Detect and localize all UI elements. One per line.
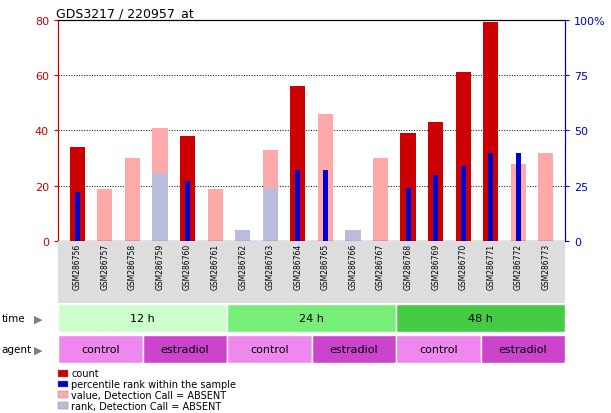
Bar <box>290 87 306 242</box>
Text: GDS3217 / 220957_at: GDS3217 / 220957_at <box>56 7 193 19</box>
Text: GSM286762: GSM286762 <box>238 243 247 290</box>
Bar <box>488 153 493 242</box>
Bar <box>373 159 388 242</box>
Text: GSM286773: GSM286773 <box>541 243 551 290</box>
Text: GSM286772: GSM286772 <box>514 243 523 290</box>
Text: GSM286766: GSM286766 <box>348 243 357 290</box>
Bar <box>185 182 190 242</box>
Text: rank, Detection Call = ABSENT: rank, Detection Call = ABSENT <box>71 401 222 411</box>
Text: GSM286770: GSM286770 <box>459 243 467 290</box>
Bar <box>516 153 521 242</box>
Text: estradiol: estradiol <box>329 344 378 354</box>
Text: ▶: ▶ <box>34 344 42 354</box>
Text: GSM286763: GSM286763 <box>266 243 275 290</box>
Text: GSM286757: GSM286757 <box>100 243 109 290</box>
Text: 12 h: 12 h <box>130 313 155 323</box>
Bar <box>323 171 328 242</box>
Text: control: control <box>419 344 458 354</box>
Text: GSM286764: GSM286764 <box>293 243 302 290</box>
Bar <box>406 189 411 242</box>
Text: GSM286759: GSM286759 <box>156 243 164 290</box>
Bar <box>396 304 565 332</box>
Bar <box>511 164 526 242</box>
Bar <box>396 335 481 363</box>
Bar <box>125 159 140 242</box>
Bar <box>433 175 438 242</box>
Bar <box>97 189 112 242</box>
Bar <box>152 128 167 242</box>
Bar <box>345 230 360 242</box>
Text: estradiol: estradiol <box>161 344 209 354</box>
Bar <box>180 137 195 242</box>
Text: control: control <box>250 344 288 354</box>
Text: value, Detection Call = ABSENT: value, Detection Call = ABSENT <box>71 390 227 400</box>
Bar <box>481 335 565 363</box>
Bar <box>208 189 223 242</box>
Bar <box>428 123 443 242</box>
Text: GSM286756: GSM286756 <box>73 243 82 290</box>
Text: percentile rank within the sample: percentile rank within the sample <box>71 379 236 389</box>
Bar <box>58 304 227 332</box>
Text: GSM286765: GSM286765 <box>321 243 330 290</box>
Text: GSM286758: GSM286758 <box>128 243 137 290</box>
Bar <box>75 193 80 242</box>
Text: control: control <box>81 344 120 354</box>
Text: 24 h: 24 h <box>299 313 324 323</box>
Bar <box>295 171 301 242</box>
Bar <box>227 335 312 363</box>
Bar <box>400 134 415 242</box>
Text: GSM286767: GSM286767 <box>376 243 385 290</box>
Text: estradiol: estradiol <box>499 344 547 354</box>
Bar <box>483 24 499 242</box>
Bar <box>70 148 85 242</box>
Text: count: count <box>71 368 99 378</box>
Text: time: time <box>1 313 25 323</box>
Bar <box>263 189 278 242</box>
Text: GSM286761: GSM286761 <box>211 243 219 290</box>
Bar <box>152 173 167 242</box>
Bar <box>538 153 554 242</box>
Text: GSM286768: GSM286768 <box>404 243 412 290</box>
Bar <box>318 114 333 242</box>
Text: GSM286771: GSM286771 <box>486 243 496 290</box>
Bar <box>58 335 142 363</box>
Bar <box>235 230 251 242</box>
Bar <box>70 193 85 242</box>
Bar <box>263 150 278 242</box>
Bar <box>456 73 471 242</box>
Text: GSM286760: GSM286760 <box>183 243 192 290</box>
Text: GSM286769: GSM286769 <box>431 243 440 290</box>
Bar <box>312 335 396 363</box>
Bar <box>142 335 227 363</box>
Text: 48 h: 48 h <box>468 313 493 323</box>
Text: agent: agent <box>1 344 31 354</box>
Bar <box>70 148 85 242</box>
Text: ▶: ▶ <box>34 313 42 323</box>
Bar <box>227 304 396 332</box>
Bar <box>461 166 466 242</box>
